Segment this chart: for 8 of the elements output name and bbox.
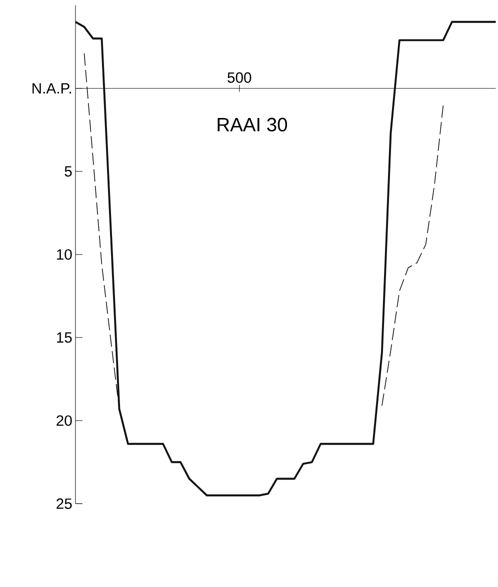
y-tick-label: 5 — [64, 166, 72, 177]
y-tick-label: 25 — [56, 498, 72, 509]
text: RAAI 30 — [218, 118, 288, 132]
y-tick-label: 15 — [57, 332, 72, 343]
y-tick-label: 10 — [57, 249, 72, 260]
annotation: 500 — [228, 72, 252, 83]
y-tick-label: N.A.P. — [32, 83, 72, 94]
y-tick-label: 20 — [56, 415, 72, 426]
